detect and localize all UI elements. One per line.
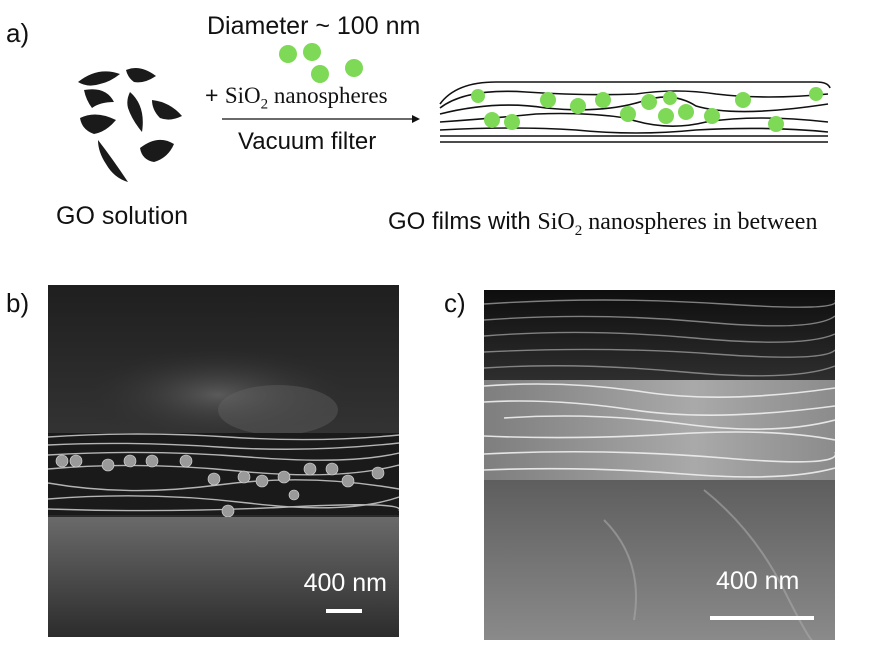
go-film-schematic bbox=[439, 81, 831, 143]
scale-bar-c bbox=[710, 616, 814, 620]
sem-image-c-texture bbox=[484, 290, 835, 640]
go-flakes-illustration bbox=[78, 68, 182, 182]
sio2-nanospheres-label: + SiO2 nanospheres bbox=[205, 82, 388, 113]
process-arrow bbox=[222, 115, 420, 123]
nanosphere-cluster bbox=[279, 43, 363, 83]
panel-b-label: b) bbox=[6, 288, 30, 318]
go-solution-label: GO solution bbox=[56, 202, 189, 230]
vacuum-filter-label: Vacuum filter bbox=[238, 128, 377, 155]
panel-c-label: c) bbox=[444, 288, 466, 318]
diameter-label: Diameter ~ 100 nm bbox=[207, 12, 421, 40]
sem-image-b-texture bbox=[48, 285, 399, 637]
scale-bar-b bbox=[326, 609, 362, 613]
sem-image-b: 400 nm bbox=[48, 285, 399, 637]
sem-image-c: 400 nm bbox=[484, 290, 835, 640]
go-films-result-label: GO films with SiO2 nanospheres in betwee… bbox=[388, 208, 818, 239]
panel-a-label: a) bbox=[6, 18, 30, 48]
scale-bar-b-label: 400 nm bbox=[303, 569, 387, 597]
scale-bar-c-label: 400 nm bbox=[716, 567, 800, 595]
